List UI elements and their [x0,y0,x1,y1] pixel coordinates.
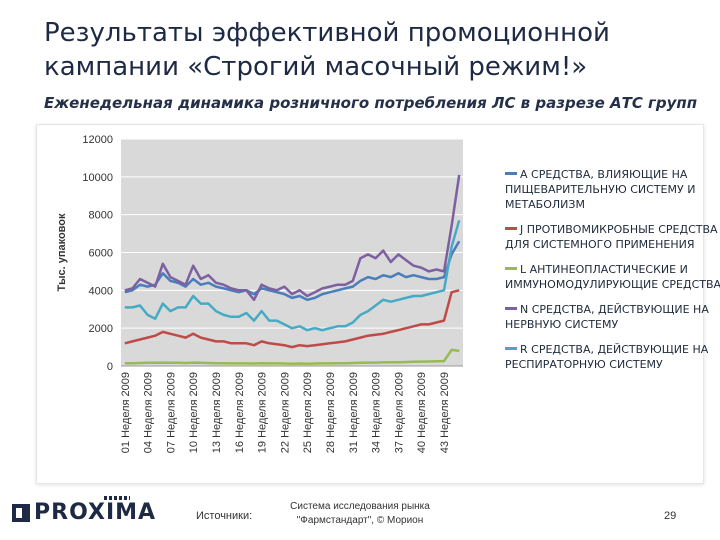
series-line-1 [124,289,460,349]
x-tick-label: 34 Неделя 2009 [371,372,383,453]
y-tick-label-10000: 10000 [82,172,113,184]
x-tick-label: 19 Неделя 2009 [257,372,269,453]
legend-entry-4: R СРЕДСТВА, ДЕЙСТВУЮЩИЕ НА РЕСПИРАТОРНУЮ… [505,342,720,372]
y-tick-label-4000: 4000 [89,285,113,297]
y-tick-label-2000: 2000 [89,323,113,335]
sources-text: Система исследования рынка "Фармстандарт… [290,501,430,526]
legend-swatch [505,306,517,310]
legend-label: J ПРОТИВОМИКРОБНЫЕ СРЕДСТВА ДЛЯ СИСТЕМНО… [505,223,718,251]
legend-entry-0: A СРЕДСТВА, ВЛИЯЮЩИЕ НА ПИЩЕВАРИТЕЛЬНУЮ … [505,167,720,212]
x-tick-label: 07 Неделя 2009 [165,372,177,453]
page-number: 29 [664,510,677,522]
x-tick-label: 37 Неделя 2009 [393,372,405,453]
series-line-2 [124,348,460,365]
chart-panel: 0 2000 4000 6000 8000 10000 12000 Тыс. упаковок… [36,124,720,484]
footer: PROXIMA Источники: Система исследования … [0,488,720,540]
logo-mark-icon [12,503,30,522]
x-tick-label: 31 Неделя 2009 [348,372,360,453]
y-tick-label-8000: 8000 [89,210,113,222]
page-subtitle: Еженедельная динамика розничного потребл… [44,94,698,112]
x-tick-label: 25 Неделя 2009 [302,372,314,453]
logo-text: PROXIMA [34,500,157,525]
legend-entry-2: L АНТИНЕОПЛАСТИЧЕСКИЕ И ИММУНОМОДУЛИРУЮЩ… [505,262,720,292]
x-tick-label: 28 Неделя 2009 [325,372,337,453]
sources-label: Источники: [196,510,253,522]
y-tick-label-0: 0 [107,361,113,373]
proxima-logo: PROXIMA [12,496,157,525]
series-line-0 [124,240,461,302]
x-tick-label: 16 Неделя 2009 [234,372,246,453]
legend-entry-1: J ПРОТИВОМИКРОБНЫЕ СРЕДСТВА ДЛЯ СИСТЕМНО… [505,222,720,252]
legend-entry-3: N СРЕДСТВА, ДЕЙСТВУЮЩИЕ НА НЕРВНУЮ СИСТЕ… [505,302,720,332]
legend-label: L АНТИНЕОПЛАСТИЧЕСКИЕ И ИММУНОМОДУЛИРУЮЩ… [505,263,720,291]
legend-swatch [505,226,517,230]
legend-swatch [505,346,517,350]
legend-label: N СРЕДСТВА, ДЕЙСТВУЮЩИЕ НА НЕРВНУЮ СИСТЕ… [505,303,709,331]
page-title: Результаты эффективной промоционной камп… [44,16,704,84]
x-tick-label: 40 Неделя 2009 [416,372,428,453]
legend-label: A СРЕДСТВА, ВЛИЯЮЩИЕ НА ПИЩЕВАРИТЕЛЬНУЮ … [505,168,696,211]
y-tick-label-6000: 6000 [89,248,113,260]
legend-label: R СРЕДСТВА, ДЕЙСТВУЮЩИЕ НА РЕСПИРАТОРНУЮ… [505,343,709,371]
series-line-3 [124,174,461,302]
series-line-4 [124,219,461,332]
x-tick-label: 22 Неделя 2009 [279,372,291,453]
line-chart: 0 2000 4000 6000 8000 10000 12000 Тыс. упаковок… [56,134,463,453]
logo-dots-icon [104,496,130,500]
y-tick-label-12000: 12000 [82,134,113,146]
legend-swatch [505,266,517,270]
title-line-2: кампании «Строгий масочный режим!» [44,52,588,82]
x-tick-label: 04 Неделя 2009 [143,372,155,453]
x-tick-label: 13 Неделя 2009 [211,372,223,453]
title-line-1: Результаты эффективной промоционной [44,18,610,48]
chart-legend: A СРЕДСТВА, ВЛИЯЮЩИЕ НА ПИЩЕВАРИТЕЛЬНУЮ … [505,167,720,382]
x-tick-label: 10 Неделя 2009 [188,372,200,453]
legend-swatch [505,171,517,175]
y-axis-title: Тыс. упаковок [56,213,68,291]
x-tick-label: 43 Неделя 2009 [439,372,451,453]
x-tick-label: 01 Неделя 2009 [120,372,132,453]
